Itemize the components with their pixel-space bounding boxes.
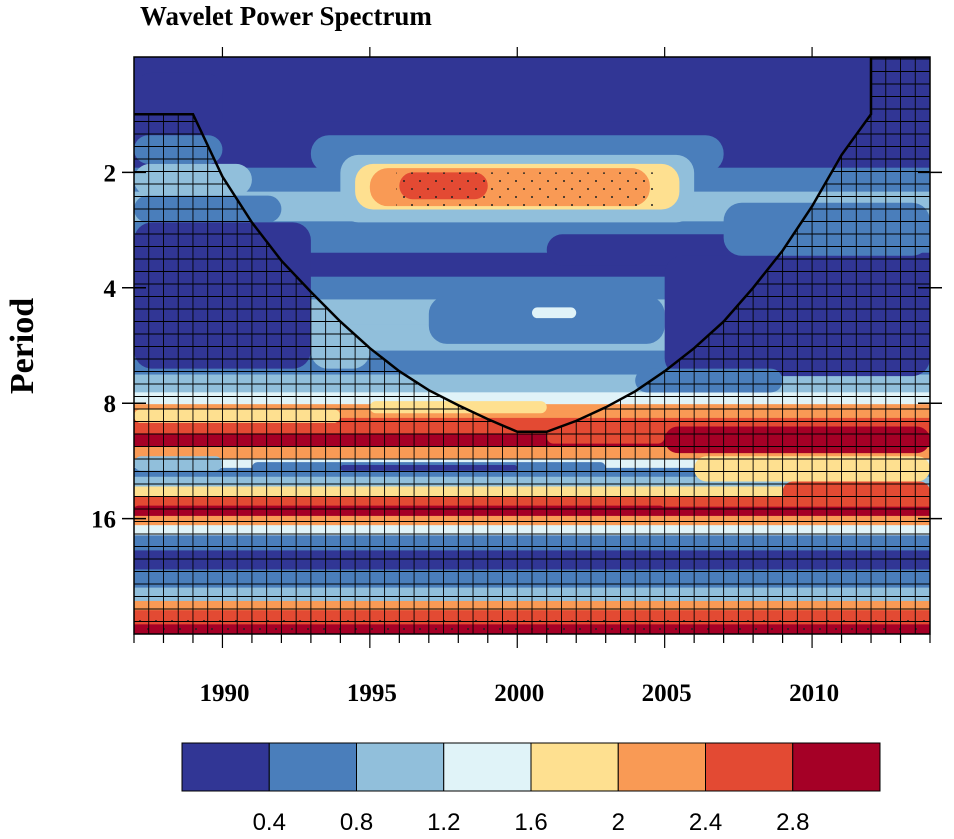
colorbar-swatch (617, 742, 706, 792)
colorbar-swatch (530, 742, 619, 792)
x-tick-label: 2010 (789, 680, 839, 707)
colorbar-swatch (792, 742, 881, 792)
colorbar-label: 0.8 (340, 809, 373, 836)
significance-region (396, 172, 659, 210)
colorbar-label: 2.8 (776, 809, 809, 836)
colorbar-label: 2 (612, 809, 625, 836)
power-band (134, 392, 930, 405)
power-feature (134, 72, 223, 136)
y-tick-label: 8 (104, 391, 117, 418)
colorbar: 0.4 0.8 1.2 1.6 2 2.4 2.8 (181, 742, 881, 836)
colorbar-label: 1.2 (427, 809, 460, 836)
colorbar-label: 1.6 (514, 809, 547, 836)
y-tick-label: 4 (104, 276, 117, 303)
colorbar-swatch (268, 742, 357, 792)
chart-title: Wavelet Power Spectrum (140, 1, 432, 31)
y-tick-label: 2 (104, 160, 117, 187)
y-tick-label: 16 (91, 507, 116, 534)
axis-ticks: 2 4 8 16 1990 1995 2000 2005 2010 (91, 47, 942, 707)
plot-frame (133, 56, 931, 635)
power-band (134, 57, 930, 122)
colorbar-label: 2.4 (689, 809, 722, 836)
colorbar-swatch (705, 742, 794, 792)
colorbar-swatch (443, 742, 532, 792)
power-feature (532, 307, 577, 319)
plot-area (134, 57, 930, 634)
colorbar-label: 0.4 (253, 809, 286, 836)
x-tick-label: 1990 (199, 680, 249, 707)
x-tick-label: 2005 (642, 680, 692, 707)
y-axis-label: Period (4, 298, 41, 394)
x-tick-label: 1995 (347, 680, 397, 707)
x-tick-label: 2000 (494, 680, 544, 707)
cone-of-influence-line (134, 57, 930, 434)
power-feature (428, 295, 665, 344)
colorbar-swatch (356, 742, 445, 792)
colorbar-swatch (181, 742, 270, 792)
